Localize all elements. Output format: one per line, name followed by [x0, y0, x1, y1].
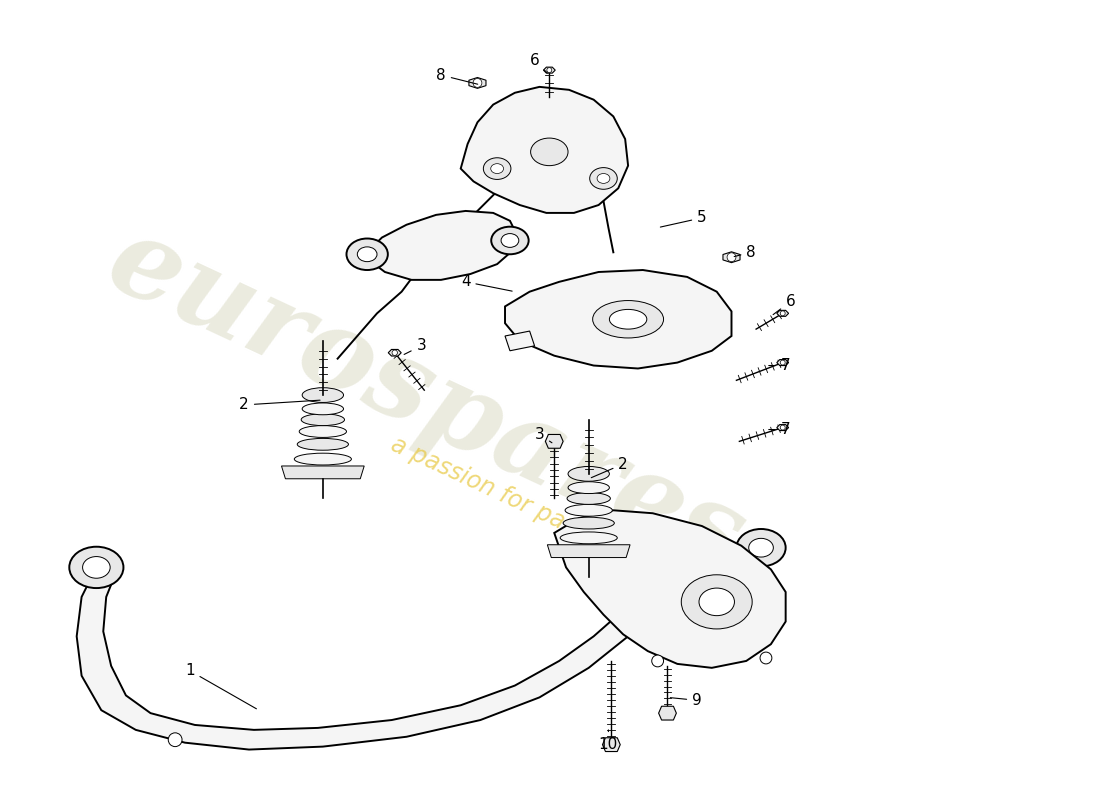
Ellipse shape — [299, 426, 346, 438]
Text: 2: 2 — [240, 398, 320, 413]
Ellipse shape — [736, 529, 785, 566]
Polygon shape — [461, 87, 628, 213]
Text: 6: 6 — [773, 294, 795, 314]
Polygon shape — [659, 706, 676, 720]
Polygon shape — [543, 67, 556, 73]
Ellipse shape — [346, 238, 388, 270]
Circle shape — [780, 425, 785, 430]
Text: eurospares: eurospares — [91, 206, 761, 594]
Circle shape — [473, 78, 482, 87]
Ellipse shape — [609, 310, 647, 329]
Circle shape — [168, 733, 182, 746]
Polygon shape — [777, 310, 789, 316]
Ellipse shape — [530, 138, 568, 166]
Polygon shape — [282, 466, 364, 478]
Polygon shape — [469, 78, 486, 88]
Ellipse shape — [681, 574, 752, 629]
Circle shape — [760, 652, 772, 664]
Polygon shape — [388, 350, 401, 356]
Ellipse shape — [568, 493, 611, 504]
Text: 1: 1 — [185, 663, 256, 709]
Ellipse shape — [297, 438, 349, 450]
Ellipse shape — [565, 504, 613, 516]
Polygon shape — [777, 359, 789, 366]
Text: a passion for parts since 1985: a passion for parts since 1985 — [387, 432, 720, 605]
Text: 9: 9 — [670, 693, 702, 708]
Polygon shape — [505, 270, 732, 369]
Ellipse shape — [82, 557, 110, 578]
Circle shape — [780, 360, 785, 365]
Ellipse shape — [301, 414, 344, 426]
Text: 10: 10 — [598, 730, 618, 752]
Text: 6: 6 — [530, 53, 548, 73]
Ellipse shape — [302, 403, 343, 414]
Ellipse shape — [492, 226, 529, 254]
Ellipse shape — [502, 234, 519, 247]
Text: 7: 7 — [769, 422, 791, 437]
Ellipse shape — [593, 301, 663, 338]
Text: 4: 4 — [461, 274, 513, 291]
Circle shape — [651, 655, 663, 667]
Polygon shape — [505, 331, 535, 350]
Ellipse shape — [69, 546, 123, 588]
Text: 3: 3 — [535, 427, 552, 442]
Polygon shape — [546, 434, 563, 448]
Polygon shape — [554, 510, 785, 668]
Text: 3: 3 — [404, 338, 426, 354]
Polygon shape — [723, 252, 740, 262]
Text: 8: 8 — [734, 245, 756, 260]
Ellipse shape — [491, 164, 504, 174]
Polygon shape — [548, 545, 630, 558]
Polygon shape — [77, 542, 766, 750]
Ellipse shape — [358, 247, 377, 262]
Ellipse shape — [590, 168, 617, 190]
Polygon shape — [367, 211, 517, 280]
Circle shape — [392, 350, 397, 355]
Ellipse shape — [295, 453, 351, 465]
Text: 5: 5 — [660, 210, 707, 227]
Ellipse shape — [749, 538, 773, 557]
Ellipse shape — [597, 174, 609, 183]
Ellipse shape — [568, 482, 609, 494]
Polygon shape — [777, 425, 789, 430]
Circle shape — [547, 68, 552, 73]
Ellipse shape — [698, 588, 735, 616]
Text: 2: 2 — [592, 457, 628, 478]
Ellipse shape — [483, 158, 510, 179]
Polygon shape — [603, 738, 620, 751]
Ellipse shape — [568, 466, 609, 482]
Ellipse shape — [563, 517, 614, 529]
Circle shape — [727, 253, 736, 262]
Text: 7: 7 — [769, 358, 791, 373]
Ellipse shape — [302, 388, 343, 402]
Circle shape — [780, 311, 785, 316]
Ellipse shape — [560, 532, 617, 544]
Text: 8: 8 — [437, 67, 477, 84]
